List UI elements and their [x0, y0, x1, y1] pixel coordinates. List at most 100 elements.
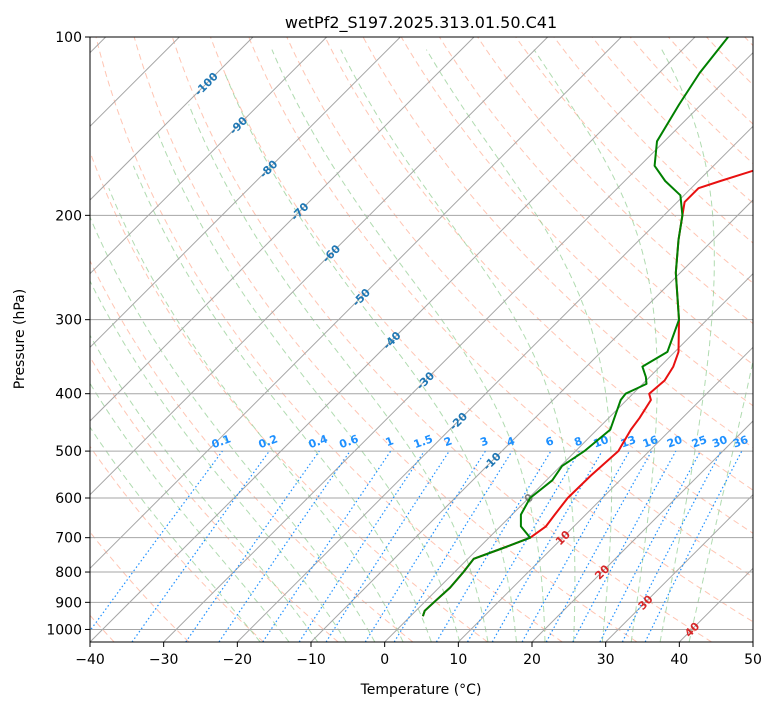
dry-adiabat: [591, 37, 753, 204]
dry-adiabat: [744, 37, 753, 47]
y-tick-label: 300: [55, 313, 82, 329]
dry-adiabat: [477, 37, 753, 325]
y-tick-label: 1000: [46, 622, 82, 638]
x-tick-label: −30: [149, 652, 179, 668]
y-tick-label: 900: [55, 595, 82, 611]
mixing-ratio-line: [262, 450, 392, 642]
isotherm-line: [384, 272, 753, 642]
isotherm-line: [236, 125, 753, 642]
x-axis: −40 −30 −20 −10 0 10 20 30 40 50: [75, 642, 762, 668]
x-tick-label: 40: [670, 652, 688, 668]
mixing-ratio-line: [572, 450, 677, 642]
y-tick-label: 400: [55, 387, 82, 403]
x-tick-label: 30: [597, 652, 615, 668]
isotherm-line: [605, 493, 753, 642]
dewpoint-line: [421, 37, 729, 617]
y-tick-label: 800: [55, 565, 82, 581]
x-tick-label: 10: [449, 652, 467, 668]
moist-adiabat: [425, 49, 613, 642]
dry-adiabat: [90, 150, 488, 642]
moist-adiabat: [188, 104, 489, 642]
y-tick-label: 500: [55, 444, 82, 460]
dry-adiabat: [90, 259, 414, 642]
mixing-ratio-label: 0.4: [307, 432, 330, 451]
isotherm-line: [531, 420, 753, 642]
x-tick-label: −10: [296, 652, 326, 668]
mixing-ratio-label: 0.1: [210, 432, 233, 451]
isotherm-line: [310, 199, 753, 642]
y-tick-label: 700: [55, 531, 82, 547]
moist-adiabat: [90, 334, 319, 642]
mixing-ratio-label: 8: [572, 434, 584, 449]
chart-title: wetPf2_S197.2025.313.01.50.C41: [285, 13, 557, 33]
y-tick-label: 100: [55, 30, 82, 46]
mixing-ratio-label: 10: [592, 433, 611, 451]
isotherm-line: [678, 567, 753, 642]
mixing-ratio-label: 25: [690, 433, 709, 450]
dry-adiabat: [90, 531, 190, 642]
dry-adiabat: [210, 37, 753, 623]
mixing-ratio-line: [599, 450, 702, 642]
moist-adiabat: [132, 165, 432, 642]
mixing-ratio-label: 0.6: [338, 432, 361, 451]
isotherm-line: [163, 51, 753, 642]
isotherm-line: [90, 37, 549, 496]
mixing-ratio-label: 1: [384, 434, 396, 449]
isotherm-label: -100: [192, 70, 221, 99]
mixing-ratio-labels: 0.1 0.2 0.4 0.6 1 1.5 2 3 4 6 8 10 13 16 20 25 30 36: [210, 432, 750, 451]
y-axis-label: Pressure (hPa): [12, 289, 28, 389]
moist-adiabat: [659, 49, 715, 642]
isotherm-line: [90, 37, 696, 642]
moist-adiabat: [108, 188, 404, 642]
mixing-ratio-label: 36: [731, 433, 750, 451]
mixing-ratio-line: [435, 450, 552, 642]
dry-adiabat: [629, 37, 753, 165]
x-tick-label: 20: [523, 652, 541, 668]
isotherm-line: [90, 37, 401, 349]
dry-adiabat: [133, 37, 638, 642]
mixing-ratio-label: 6: [544, 434, 556, 449]
dry-adiabat: [706, 37, 753, 86]
moist-adiabat: [157, 132, 461, 642]
moist-adiabat: [688, 358, 753, 642]
mixing-ratio-line: [644, 450, 743, 642]
mixing-ratio-line: [393, 450, 513, 642]
mixing-ratio-label: 2: [442, 434, 454, 449]
mixing-ratio-line: [325, 450, 450, 642]
y-axis: 1000 900 800 700 600 500 400 300 200 100: [46, 30, 90, 638]
mixing-ratio-label: 13: [619, 433, 638, 450]
x-tick-label: −40: [75, 652, 105, 668]
mixing-ratio-label: 4: [505, 434, 517, 449]
moist-adiabat: [224, 72, 517, 642]
background-lines: [90, 37, 753, 642]
isotherm-line: [752, 641, 753, 642]
mixing-ratio-label: 30: [710, 433, 729, 451]
dry-adiabat: [668, 37, 753, 125]
isotherm-line: [90, 37, 475, 422]
moist-adiabat: [90, 382, 290, 642]
dry-adiabat: [171, 37, 712, 642]
plot-frame: [89, 36, 754, 643]
mixing-ratio-label: 3: [478, 434, 490, 449]
dry-adiabat: [324, 37, 753, 491]
dry-adiabat: [90, 356, 339, 642]
mixing-ratio-line: [521, 450, 631, 642]
mixing-ratio-line: [185, 450, 320, 642]
isotherm-line: [457, 346, 753, 642]
y-tick-label: 200: [55, 208, 82, 224]
x-tick-label: −20: [223, 652, 253, 668]
moist-adiabat: [533, 49, 658, 642]
moist-adiabat: [90, 279, 347, 642]
isotherm-line: [90, 37, 254, 201]
moist-adiabat: [271, 49, 546, 642]
dry-adiabat: [400, 37, 753, 407]
mixing-ratio-label: 16: [641, 433, 660, 451]
isotherm-line: [90, 37, 622, 570]
dry-adiabat: [90, 445, 264, 642]
mixing-ratio-label: 1.5: [412, 432, 435, 451]
y-tick-label: 600: [55, 491, 82, 507]
mixing-ratio-line: [131, 450, 270, 642]
x-axis-label: Temperature (°C): [360, 682, 482, 698]
dry-adiabat: [515, 37, 753, 284]
